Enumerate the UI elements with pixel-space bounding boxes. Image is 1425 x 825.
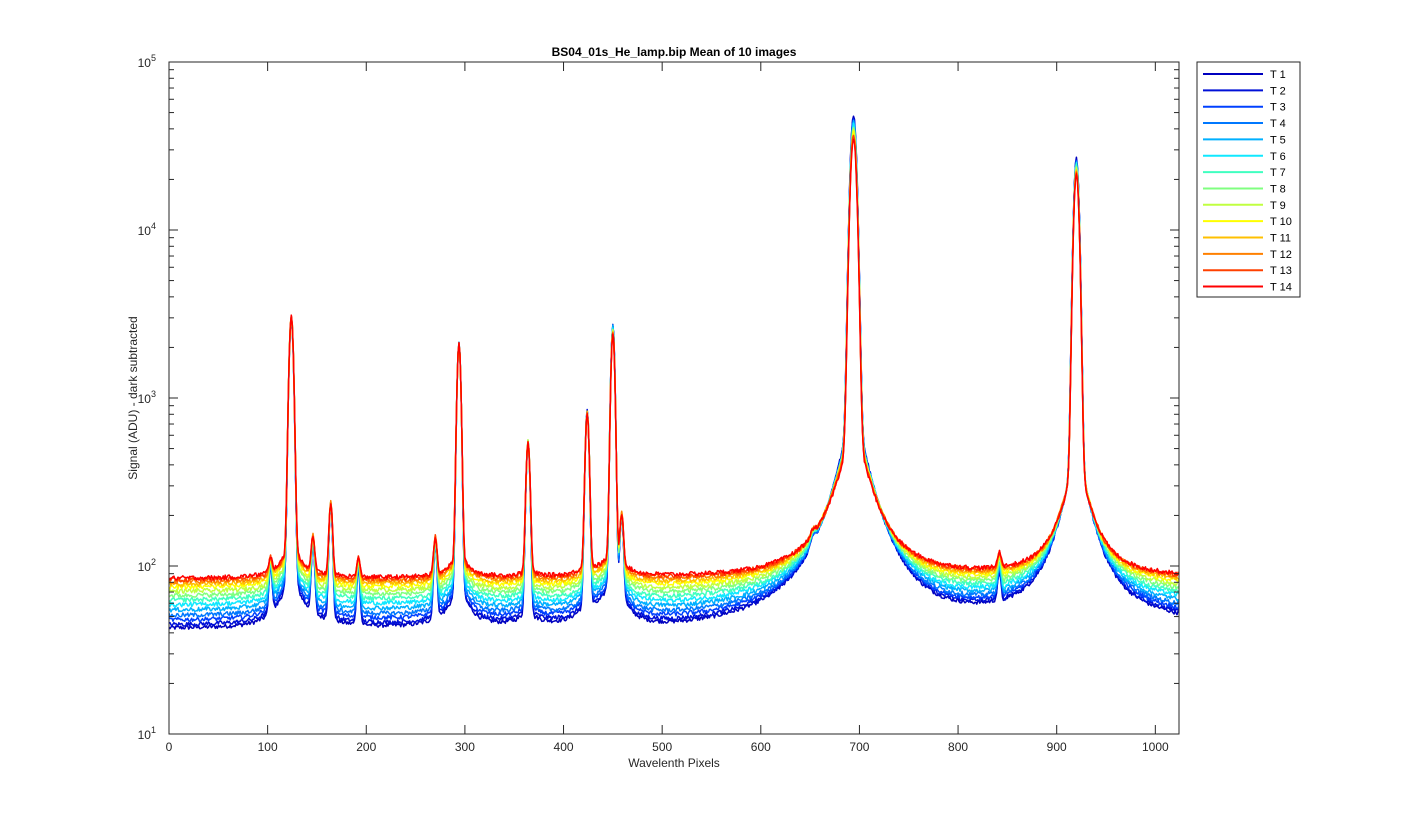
legend-label: T 6 <box>1270 151 1286 163</box>
series-line-3 <box>169 118 1179 623</box>
y-tick-label: 103 <box>138 389 156 406</box>
legend: T 1 T 2 T 3 T 4 T 5 T 6 T 7 T 8 T 9 T 10 T 11 T 12 T… <box>1196 61 1301 298</box>
legend-label: T 2 <box>1270 85 1286 97</box>
x-tick-label: 500 <box>652 740 672 754</box>
chart-title: BS04_01s_He_lamp.bip Mean of 10 images <box>552 45 797 59</box>
x-tick-label: 700 <box>849 740 869 754</box>
x-tick-label: 200 <box>356 740 376 754</box>
legend-label: T 4 <box>1270 118 1286 130</box>
legend-label: T 8 <box>1270 183 1286 195</box>
plot-area <box>168 61 1180 735</box>
legend-label: T 14 <box>1270 282 1292 294</box>
legend-label: T 7 <box>1270 167 1286 179</box>
x-tick-label: 900 <box>1047 740 1067 754</box>
x-tick-label: 100 <box>258 740 278 754</box>
x-tick-label: 0 <box>166 740 173 754</box>
series-line-5 <box>169 119 1179 613</box>
legend-box <box>1196 61 1301 298</box>
series-lines <box>169 115 1179 630</box>
series-line-8 <box>169 126 1179 598</box>
x-tick-label: 1000 <box>1142 740 1169 754</box>
x-tick-label: 300 <box>455 740 475 754</box>
series-line-12 <box>169 134 1179 585</box>
series-line-9 <box>169 128 1179 594</box>
legend-label: T 12 <box>1270 249 1292 261</box>
legend-label: T 9 <box>1270 200 1286 212</box>
legend-label: T 5 <box>1270 134 1286 146</box>
series-line-2 <box>169 118 1179 627</box>
axes-box <box>168 61 1180 735</box>
y-axis-label: Signal (ADU) - dark subtracted <box>126 316 140 479</box>
series-line-4 <box>169 120 1179 618</box>
x-tick-labels: 0 100 200 300 400 500 600 700 800 900 1000 <box>166 740 1169 754</box>
y-tick-label: 105 <box>138 53 156 70</box>
y-tick-label: 104 <box>138 221 156 238</box>
x-tick-label: 800 <box>948 740 968 754</box>
y-tick-label: 101 <box>138 725 156 742</box>
series-line-14 <box>169 138 1179 581</box>
legend-label: T 10 <box>1270 216 1292 228</box>
series-line-6 <box>169 122 1179 608</box>
x-tick-label: 400 <box>554 740 574 754</box>
axis-ticks <box>168 61 1179 735</box>
y-tick-labels: 101 102 103 104 105 <box>138 53 156 742</box>
y-tick-label: 102 <box>138 557 156 574</box>
legend-label: T 3 <box>1270 102 1286 114</box>
x-tick-label: 600 <box>751 740 771 754</box>
legend-label: T 11 <box>1270 233 1291 245</box>
x-axis-label: Wavelenth Pixels <box>628 756 720 770</box>
legend-label: T 1 <box>1270 69 1286 81</box>
legend-label: T 13 <box>1270 265 1292 277</box>
axes-background <box>169 62 1179 734</box>
